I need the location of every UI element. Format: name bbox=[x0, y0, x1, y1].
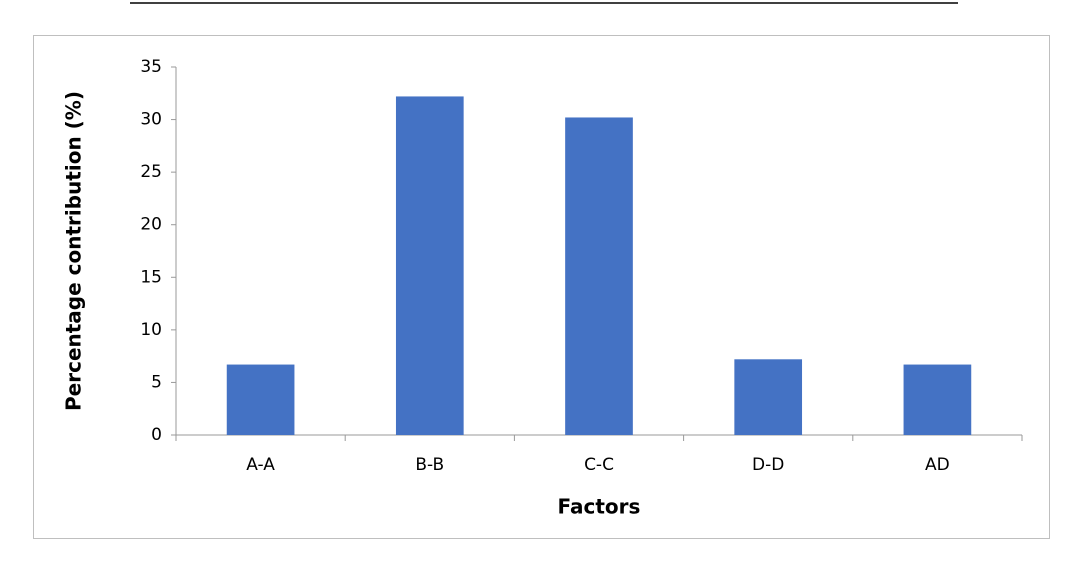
bar bbox=[734, 359, 803, 435]
y-axis-title: Percentage contribution (%) bbox=[62, 91, 86, 411]
y-tick-label: 25 bbox=[140, 162, 162, 182]
x-tick-label: B-B bbox=[415, 455, 444, 475]
y-tick-label: 5 bbox=[151, 372, 162, 392]
bar bbox=[226, 364, 295, 435]
x-tick-label: C-C bbox=[584, 455, 614, 475]
y-tick-label: 35 bbox=[140, 57, 162, 77]
x-tick-label: D-D bbox=[752, 455, 784, 475]
x-axis-title: Factors bbox=[558, 495, 641, 519]
y-tick-label: 10 bbox=[140, 320, 162, 340]
x-tick-label: A-A bbox=[246, 455, 275, 475]
y-tick-label: 30 bbox=[140, 110, 162, 130]
bar bbox=[395, 96, 464, 435]
chart-frame bbox=[33, 35, 1050, 539]
bar bbox=[903, 364, 972, 435]
y-tick-label: 0 bbox=[151, 425, 162, 445]
y-tick-label: 15 bbox=[140, 267, 162, 287]
bar bbox=[565, 117, 633, 436]
x-tick-label: AD bbox=[925, 455, 950, 475]
y-tick-label: 20 bbox=[140, 215, 162, 235]
